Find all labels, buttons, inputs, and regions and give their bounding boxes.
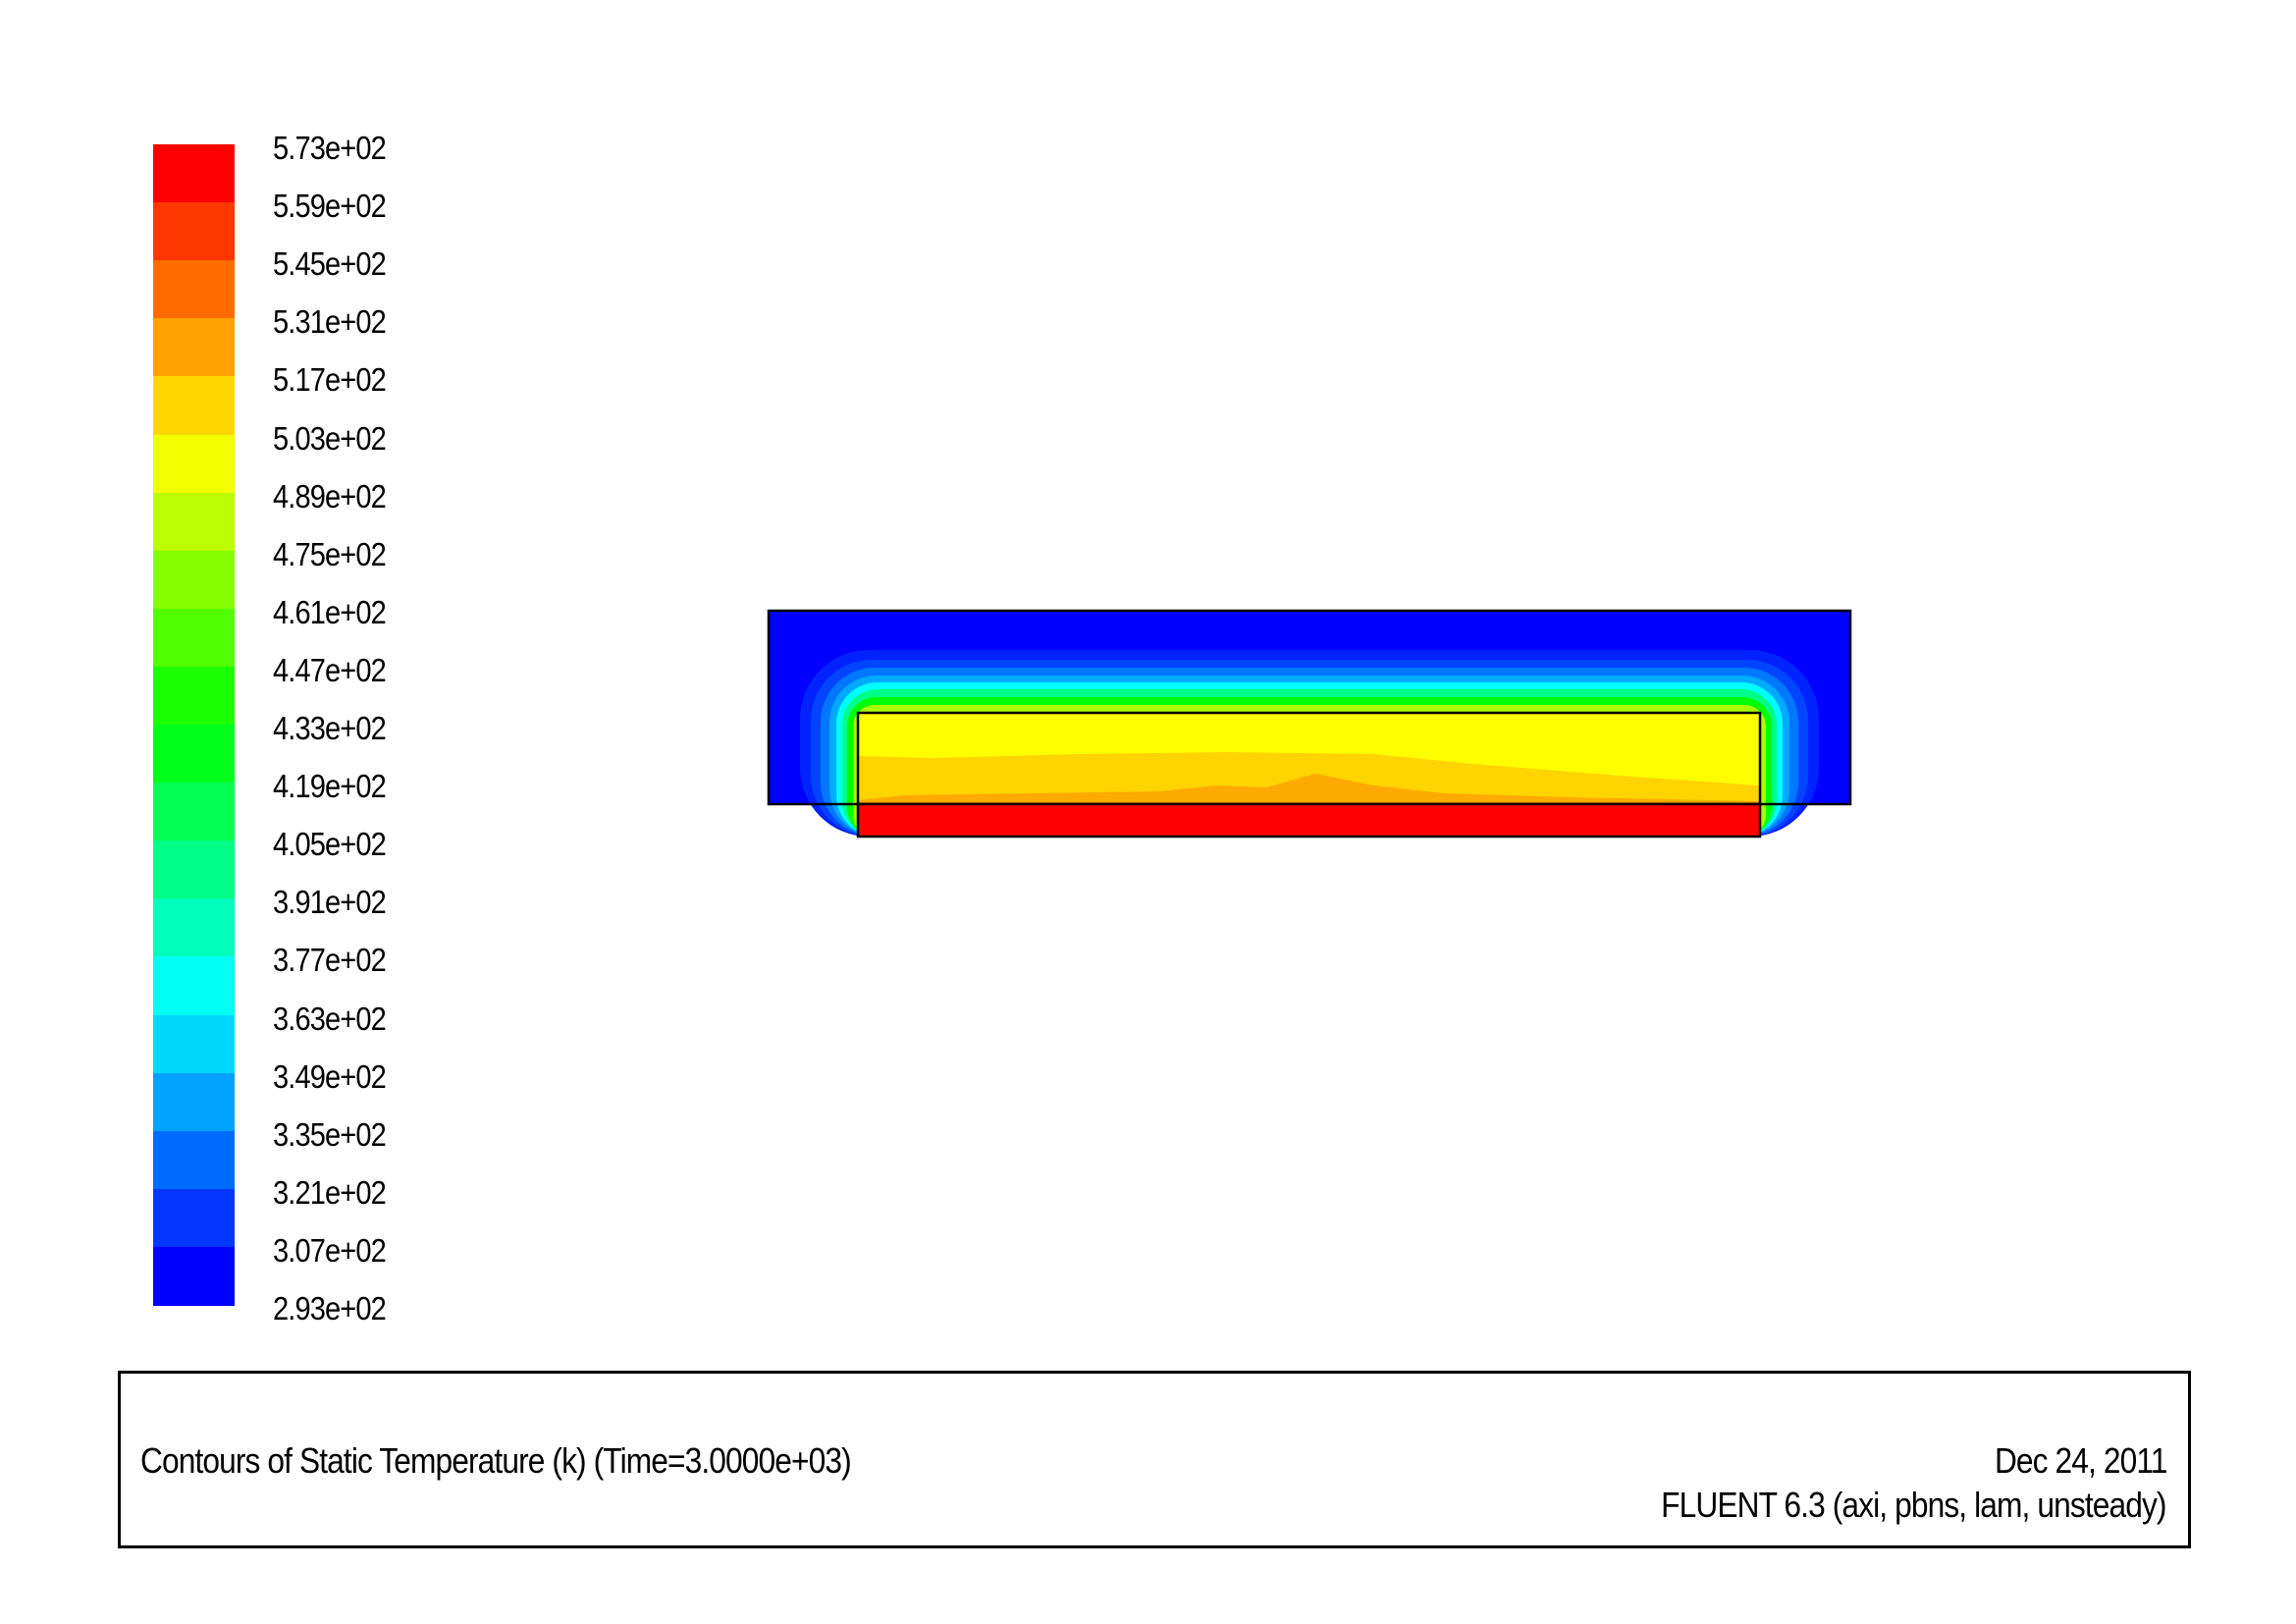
colorbar-band <box>153 1072 235 1132</box>
colorbar-tick-label: 3.91e+02 <box>273 884 387 921</box>
colorbar-band <box>153 1014 235 1074</box>
colorbar-tick-label: 4.89e+02 <box>273 477 387 514</box>
colorbar-tick-label: 4.47e+02 <box>273 651 387 688</box>
colorbar-band <box>153 1188 235 1248</box>
colorbar-tick-label: 4.61e+02 <box>273 593 387 630</box>
colorbar-tick-label: 3.07e+02 <box>273 1231 387 1269</box>
colorbar-tick-label: 4.19e+02 <box>273 768 387 805</box>
colorbar-tick-label: 5.73e+02 <box>273 130 387 166</box>
colorbar-tick-label: 5.17e+02 <box>273 361 387 399</box>
colorbar-band <box>153 783 235 842</box>
colorbar-tick-label: 4.05e+02 <box>273 826 387 863</box>
contour-band-517 <box>858 774 1760 804</box>
colorbar-band <box>153 260 235 320</box>
colorbar-band <box>153 434 235 494</box>
colorbar-tick-label: 3.21e+02 <box>273 1173 387 1211</box>
colorbar-band <box>153 1130 235 1190</box>
colorbar-band <box>153 956 235 1016</box>
colorbar-band <box>153 840 235 900</box>
colorbar-band <box>153 1246 235 1306</box>
plot-footer: Contours of Static Temperature (k) (Time… <box>118 1371 2191 1548</box>
colorbar-tick-label: 4.75e+02 <box>273 535 387 572</box>
heater-strip <box>856 802 1762 839</box>
colorbar-band <box>153 550 235 610</box>
colorbar <box>153 144 235 1306</box>
colorbar-band <box>153 492 235 552</box>
colorbar-tick-label: 5.03e+02 <box>273 419 387 457</box>
colorbar-band <box>153 202 235 262</box>
colorbar-tick-label: 5.31e+02 <box>273 303 387 341</box>
colorbar-tick-label: 2.93e+02 <box>273 1290 387 1326</box>
colorbar-band <box>153 318 235 378</box>
colorbar-band <box>153 608 235 668</box>
colorbar-tick-label: 3.77e+02 <box>273 942 387 979</box>
colorbar-band <box>153 144 235 204</box>
colorbar-tick-label: 5.45e+02 <box>273 245 387 283</box>
colorbar-tick-label: 5.59e+02 <box>273 188 387 225</box>
plot-date: Dec 24, 2011 <box>1994 1440 2166 1481</box>
solver-info: FLUENT 6.3 (axi, pbns, lam, unsteady) <box>1661 1485 2167 1525</box>
colorbar-band <box>153 376 235 436</box>
colorbar-tick-label: 3.49e+02 <box>273 1057 387 1095</box>
colorbar-tick-label: 3.63e+02 <box>273 1000 387 1037</box>
plot-title: Contours of Static Temperature (k) (Time… <box>140 1440 852 1481</box>
colorbar-tick-label: 4.33e+02 <box>273 710 387 746</box>
colorbar-band <box>153 898 235 958</box>
colorbar-tick-label: 3.35e+02 <box>273 1115 387 1153</box>
colorbar-band <box>153 725 235 785</box>
colorbar-band <box>153 666 235 726</box>
